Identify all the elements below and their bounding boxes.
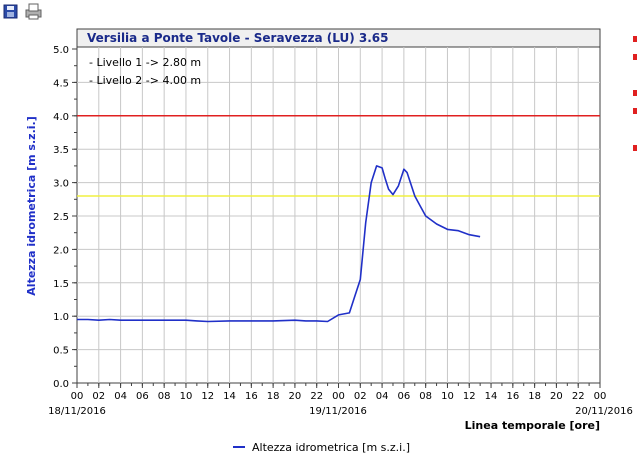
y-tick-label: 3.0 <box>53 179 69 190</box>
x-tick-label: 00 <box>332 391 345 402</box>
x-tick-label: 14 <box>223 391 236 402</box>
x-tick-label: 00 <box>71 391 84 402</box>
x-axis: 00 02 04 06 08 10 12 14 16 18 20 22 00 02 04 06 08 10 12 14… <box>71 383 607 402</box>
x-tick-label: 06 <box>398 391 411 402</box>
y-axis: 0.0 0.5 1.0 1.5 2.0 2.5 3.0 3.5 4.0 4.5 5.0 <box>53 45 77 390</box>
x-tick-label: 10 <box>441 391 454 402</box>
y-tick-label: 0.5 <box>53 346 69 357</box>
threshold-label-2: - Livello 2 -> 4.00 m <box>89 74 201 87</box>
red-marker-4 <box>633 108 637 114</box>
x-tick-label: 08 <box>419 391 432 402</box>
x-tick-label: 04 <box>376 391 389 402</box>
legend-label: Altezza idrometrica [m s.z.i.] <box>252 441 410 454</box>
red-marker-1 <box>633 36 637 42</box>
y-axis-label: Altezza idrometrica [m s.z.i.] <box>25 116 38 295</box>
y-tick-label: 4.5 <box>53 78 69 89</box>
grid <box>77 47 600 383</box>
save-icon[interactable] <box>3 4 18 19</box>
series-line <box>77 165 481 323</box>
x-tick-label: 02 <box>354 391 367 402</box>
y-tick-label: 1.0 <box>53 312 69 323</box>
date-label-1: 18/11/2016 <box>48 406 106 417</box>
x-tick-label: 16 <box>506 391 519 402</box>
red-marker-5 <box>633 145 637 151</box>
x-tick-label: 18 <box>528 391 541 402</box>
x-tick-label: 18 <box>267 391 280 402</box>
y-tick-label: 2.0 <box>53 245 69 256</box>
x-tick-label: 22 <box>572 391 585 402</box>
y-tick-label: 5.0 <box>53 45 69 56</box>
y-tick-label: 4.0 <box>53 112 69 123</box>
y-tick-label: 2.5 <box>53 212 69 223</box>
print-icon[interactable] <box>25 3 42 20</box>
y-tick-label: 1.5 <box>53 279 69 290</box>
x-tick-label: 04 <box>114 391 127 402</box>
date-label-3: 20/11/2016 <box>575 406 633 417</box>
x-tick-label: 16 <box>245 391 258 402</box>
x-tick-label: 20 <box>550 391 563 402</box>
red-marker-2 <box>633 54 637 60</box>
x-tick-label: 12 <box>463 391 476 402</box>
x-axis-label: Linea temporale [ore] <box>465 419 600 432</box>
series-lines <box>77 165 481 323</box>
date-label-2: 19/11/2016 <box>309 406 367 417</box>
chart-title: Versilia a Ponte Tavole - Seravezza (LU)… <box>87 31 388 45</box>
x-tick-label: 20 <box>289 391 302 402</box>
x-tick-label: 14 <box>485 391 498 402</box>
red-marker-3 <box>633 90 637 96</box>
y-tick-label: 0.0 <box>53 379 69 390</box>
x-tick-label: 08 <box>158 391 171 402</box>
y-tick-label: 3.5 <box>53 145 69 156</box>
x-tick-label: 06 <box>136 391 149 402</box>
x-tick-label: 12 <box>201 391 214 402</box>
legend: Altezza idrometrica [m s.z.i.] <box>233 441 410 454</box>
x-tick-label: 10 <box>180 391 193 402</box>
threshold-lines <box>77 115 600 197</box>
x-tick-label: 02 <box>92 391 105 402</box>
x-tick-label: 00 <box>594 391 607 402</box>
x-tick-label: 22 <box>310 391 323 402</box>
threshold-label-1: - Livello 1 -> 2.80 m <box>89 56 201 69</box>
